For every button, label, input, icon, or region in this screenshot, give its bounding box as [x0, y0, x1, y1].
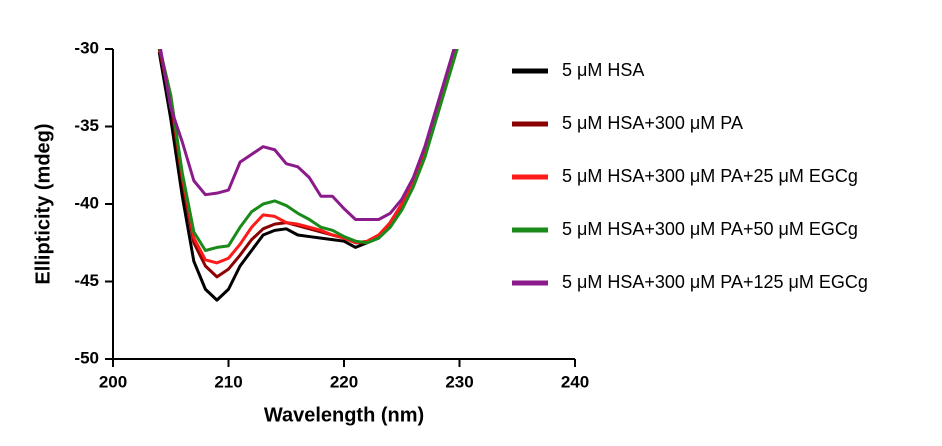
legend-label: 5 μM HSA — [562, 60, 644, 80]
series-line — [159, 49, 456, 221]
x-tick-label: 240 — [561, 372, 589, 391]
y-tick-label: -45 — [74, 271, 99, 290]
x-tick-label: 200 — [99, 372, 127, 391]
y-tick-label: -30 — [74, 38, 99, 57]
legend-label: 5 μM HSA+300 μM PA+125 μM EGCg — [562, 272, 868, 292]
legend-label: 5 μM HSA+300 μM PA — [562, 113, 743, 133]
y-tick-label: -35 — [74, 116, 99, 135]
x-tick-label: 220 — [330, 372, 358, 391]
series-line — [157, 49, 457, 279]
legend-label: 5 μM HSA+300 μM PA+50 μM EGCg — [562, 219, 858, 239]
x-axis-title: Wavelength (nm) — [264, 404, 424, 426]
x-tick-label: 210 — [214, 372, 242, 391]
plot-area — [157, 49, 459, 302]
y-axis-title: Ellipticity (mdeg) — [32, 123, 54, 284]
series-line — [158, 49, 457, 265]
legend-label: 5 μM HSA+300 μM PA+25 μM EGCg — [562, 166, 858, 186]
series-line — [158, 49, 459, 252]
y-tick-label: -50 — [74, 348, 99, 367]
y-tick-label: -40 — [74, 193, 99, 212]
x-tick-label: 230 — [445, 372, 473, 391]
